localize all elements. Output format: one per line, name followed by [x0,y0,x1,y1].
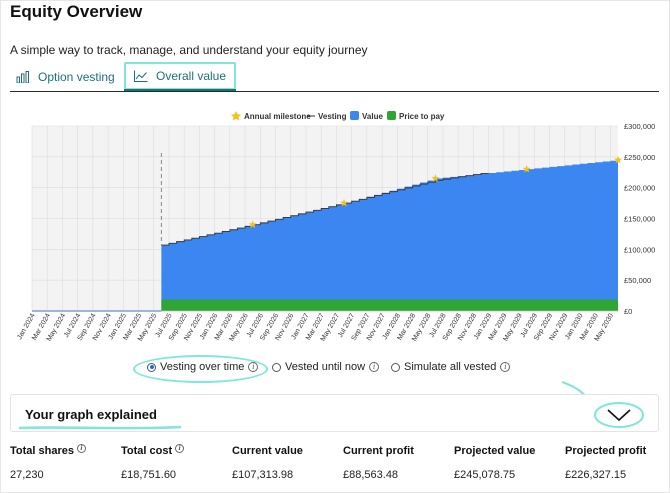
stat-value: £107,313.98 [232,469,294,481]
tab-overall-value-label: Overall value [156,69,227,83]
y-tick-label: £200,000 [624,184,655,193]
view-mode-radio-group: Vesting over time i Vested until now i S… [140,361,540,379]
legend-milestone-label: Annual milestone [244,112,311,121]
stat-label: Current profit [343,445,414,457]
stat-value: 27,230 [10,469,44,481]
chart-svg: Annual milestone Vesting Value Price to … [16,111,655,343]
stat-total-shares: Total shares i 27,230 [10,443,86,481]
vesting-line [161,172,489,246]
tab-option-vesting[interactable]: Option vesting [16,62,115,91]
y-tick-label: £150,000 [624,215,655,224]
chart-legend: Annual milestone Vesting Value Price to … [231,111,445,121]
radio-label: Simulate all vested [404,361,497,373]
info-icon[interactable]: i [369,362,380,372]
milestone-star [614,155,622,164]
info-icon[interactable]: i [77,443,86,453]
radio-simulate-all-vested[interactable]: Simulate all vested i [391,361,511,373]
y-tick-label: £0 [624,307,632,316]
stat-projected-value: Projected value £245,078.75 [454,445,535,481]
stat-current-profit: Current profit £88,563.48 [343,445,414,481]
page-title: Equity Overview [10,2,143,21]
stat-label: Projected profit [565,445,647,457]
price-to-pay-area [161,299,618,311]
y-tick-label: £100,000 [624,245,655,254]
radio-dot[interactable] [272,362,281,372]
y-tick-label: £300,000 [624,122,655,131]
radio-dot[interactable] [391,362,400,372]
milestone-star [431,174,440,182]
milestone-star [522,164,531,173]
graph-explained-panel[interactable]: Your graph explained [10,394,659,432]
legend-price-icon [387,111,396,120]
value-area [32,159,618,311]
summary-stats: Total shares i 27,230 Total cost i £18,751… [10,443,670,487]
stat-label: Current value [232,445,303,457]
stat-total-cost: Total cost i £18,751.60 [121,443,185,481]
page-subtitle: A simple way to track, manage, and under… [10,43,368,57]
line-chart-icon [134,70,148,82]
radio-dot[interactable] [147,362,156,372]
stat-label: Total cost [121,445,173,457]
legend-milestone-icon [231,111,241,121]
stat-value: £226,327.15 [565,469,627,481]
chart-plot: £0 £50,000 £100,000 £150,000 £200,000 £250,00… [16,122,655,343]
y-tick-label: £50,000 [624,276,651,285]
y-tick-label: £250,000 [624,153,655,162]
milestone-star [340,198,349,207]
bar-chart-icon [16,70,29,83]
radio-label: Vesting over time [160,361,245,373]
tab-option-vesting-label: Option vesting [38,69,115,84]
tab-bar: Option vesting Overall value [10,62,659,92]
legend-value-label: Value [362,112,383,121]
info-icon[interactable]: i [175,443,185,453]
stat-projected-profit: Projected profit £226,327.15 [565,445,646,481]
stat-value: £18,751.60 [121,469,177,481]
radio-vesting-over-time[interactable]: Vesting over time i [147,361,259,373]
stat-label: Total shares [10,445,74,457]
chevron-down-icon[interactable] [593,401,645,429]
stat-value: £88,563.48 [343,469,399,481]
legend-price-label: Price to pay [399,112,445,121]
stat-value: £245,078.75 [454,469,516,481]
radio-vested-until-now[interactable]: Vested until now i [272,361,380,373]
radio-label: Vested until now [285,361,366,373]
stat-current-value: Current value £107,313.98 [232,445,303,481]
info-icon[interactable]: i [248,362,259,372]
tab-overall-value[interactable]: Overall value [124,62,237,91]
stat-label: Projected value [454,445,536,457]
title-underline-decoration [19,426,181,430]
milestone-star [248,220,257,229]
overall-value-chart: Annual milestone Vesting Value Price to … [10,93,659,353]
info-icon[interactable]: i [500,362,511,372]
graph-explained-title: Your graph explained [25,407,157,422]
legend-vesting-label: Vesting [318,112,347,121]
legend-value-icon [350,111,359,120]
